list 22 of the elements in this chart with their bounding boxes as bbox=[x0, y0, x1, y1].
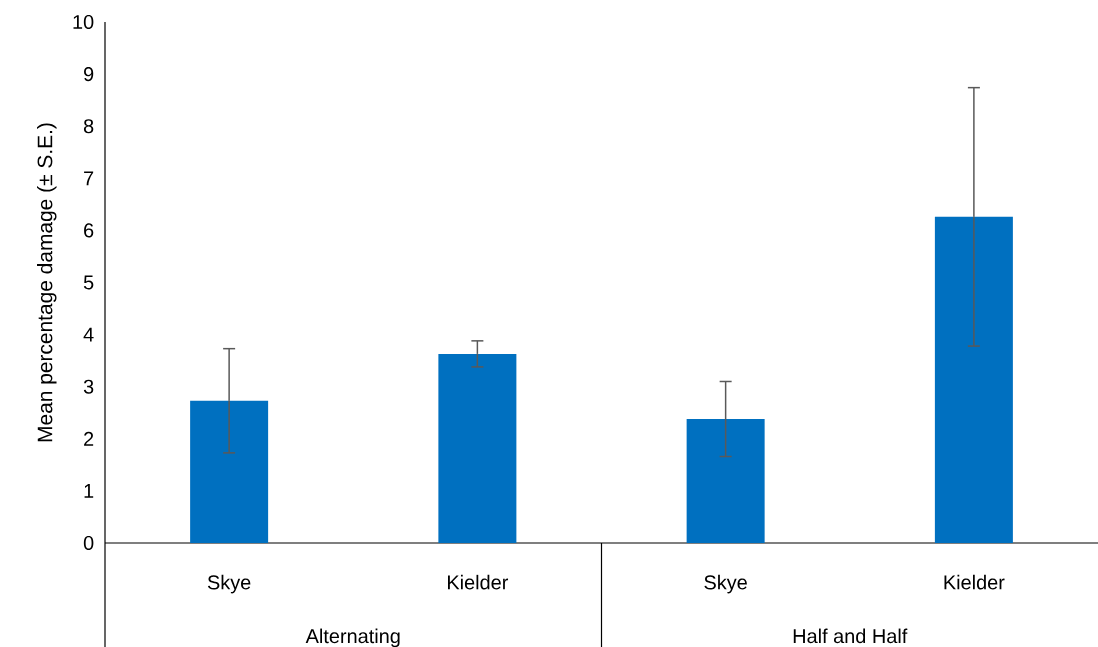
y-axis-title: Mean percentage damage (± S.E.) bbox=[37, 123, 57, 442]
x-tick-label: Kielder bbox=[448, 574, 509, 590]
y-tick-label: 3 bbox=[83, 379, 94, 394]
y-tick-label: 7 bbox=[84, 171, 94, 186]
y-tick-label: 5 bbox=[83, 275, 94, 290]
bar bbox=[438, 353, 517, 543]
x-tick-label: Skye bbox=[704, 574, 747, 594]
y-tick-label: 2 bbox=[84, 431, 94, 446]
y-tick-label: 1 bbox=[84, 484, 94, 498]
bar bbox=[686, 419, 765, 543]
x-tick-label: Kielder bbox=[944, 574, 1005, 590]
bar bbox=[934, 216, 1013, 543]
y-tick-label: 8 bbox=[83, 119, 94, 134]
y-tick-label: 4 bbox=[83, 327, 94, 342]
bar bbox=[190, 400, 269, 543]
text: Half and Half bbox=[793, 628, 908, 644]
text: Alternating bbox=[305, 628, 400, 647]
y-tick-label: 9 bbox=[84, 67, 94, 82]
y-tick-label: 6 bbox=[84, 223, 94, 238]
y-tick-label: 10 bbox=[73, 14, 94, 30]
x-tick-label: Skye bbox=[207, 574, 251, 594]
y-tick-label: 0 bbox=[83, 535, 94, 551]
